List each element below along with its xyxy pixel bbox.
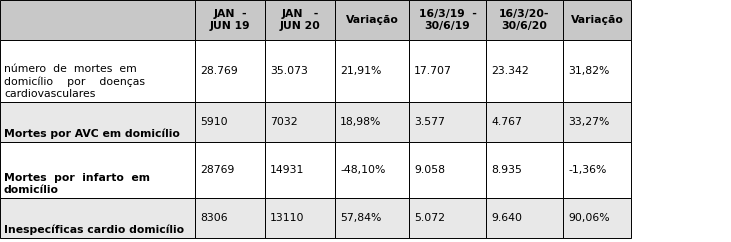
Text: JAN  -
JUN 19: JAN - JUN 19 [210, 9, 250, 31]
Bar [0, 40, 195, 102]
Text: 16/3/20-
30/6/20: 16/3/20- 30/6/20 [499, 9, 550, 31]
Text: Mortes  por  infarto  em
domicílio: Mortes por infarto em domicílio [4, 173, 150, 195]
Text: 9.640: 9.640 [491, 213, 522, 223]
Bar [335, 142, 409, 198]
Text: -1,36%: -1,36% [568, 165, 607, 175]
Bar [195, 102, 265, 142]
Text: JAN   -
JUN 20: JAN - JUN 20 [280, 9, 320, 31]
Bar [0, 0, 195, 40]
Text: 33,27%: 33,27% [568, 117, 610, 127]
Text: 28769: 28769 [200, 165, 235, 175]
Bar [0, 198, 195, 238]
Bar [563, 102, 631, 142]
Text: número  de  mortes  em
domicílio    por    doenças
cardiovasculares: número de mortes em domicílio por doença… [4, 64, 145, 99]
Text: 16/3/19  -
30/6/19: 16/3/19 - 30/6/19 [419, 9, 477, 31]
Bar [335, 0, 409, 40]
Bar [335, 102, 409, 142]
Text: -48,10%: -48,10% [340, 165, 385, 175]
Bar [563, 0, 631, 40]
Bar [265, 142, 335, 198]
Bar [195, 198, 265, 238]
Bar [409, 198, 486, 238]
Text: 90,06%: 90,06% [568, 213, 610, 223]
Text: 23.342: 23.342 [491, 66, 529, 76]
Text: 57,84%: 57,84% [340, 213, 382, 223]
Text: 3.577: 3.577 [414, 117, 445, 127]
Text: Mortes por AVC em domicílio: Mortes por AVC em domicílio [4, 129, 180, 139]
Text: 18,98%: 18,98% [340, 117, 382, 127]
Bar [563, 40, 631, 102]
Text: 28.769: 28.769 [200, 66, 238, 76]
Bar [195, 0, 265, 40]
Bar [335, 198, 409, 238]
Bar [409, 102, 486, 142]
Bar [0, 142, 195, 198]
Bar [409, 142, 486, 198]
Bar [563, 198, 631, 238]
Bar [265, 0, 335, 40]
Bar [486, 142, 563, 198]
Text: 8306: 8306 [200, 213, 227, 223]
Text: 8.935: 8.935 [491, 165, 522, 175]
Text: 17.707: 17.707 [414, 66, 452, 76]
Text: Variação: Variação [571, 15, 624, 25]
Text: 5910: 5910 [200, 117, 227, 127]
Bar [195, 142, 265, 198]
Bar [265, 40, 335, 102]
Bar [563, 142, 631, 198]
Bar [335, 40, 409, 102]
Bar [486, 102, 563, 142]
Bar [486, 198, 563, 238]
Text: 9.058: 9.058 [414, 165, 445, 175]
Bar [409, 40, 486, 102]
Bar [0, 102, 195, 142]
Text: 21,91%: 21,91% [340, 66, 382, 76]
Text: 31,82%: 31,82% [568, 66, 610, 76]
Text: 14931: 14931 [270, 165, 304, 175]
Bar [265, 102, 335, 142]
Text: 5.072: 5.072 [414, 213, 445, 223]
Bar [409, 0, 486, 40]
Text: Inespecíficas cardio domicílio: Inespecíficas cardio domicílio [4, 225, 184, 235]
Bar [486, 40, 563, 102]
Text: 35.073: 35.073 [270, 66, 308, 76]
Text: 4.767: 4.767 [491, 117, 522, 127]
Text: 13110: 13110 [270, 213, 305, 223]
Bar [265, 198, 335, 238]
Bar [486, 0, 563, 40]
Text: 7032: 7032 [270, 117, 298, 127]
Text: Variação: Variação [346, 15, 398, 25]
Bar [195, 40, 265, 102]
